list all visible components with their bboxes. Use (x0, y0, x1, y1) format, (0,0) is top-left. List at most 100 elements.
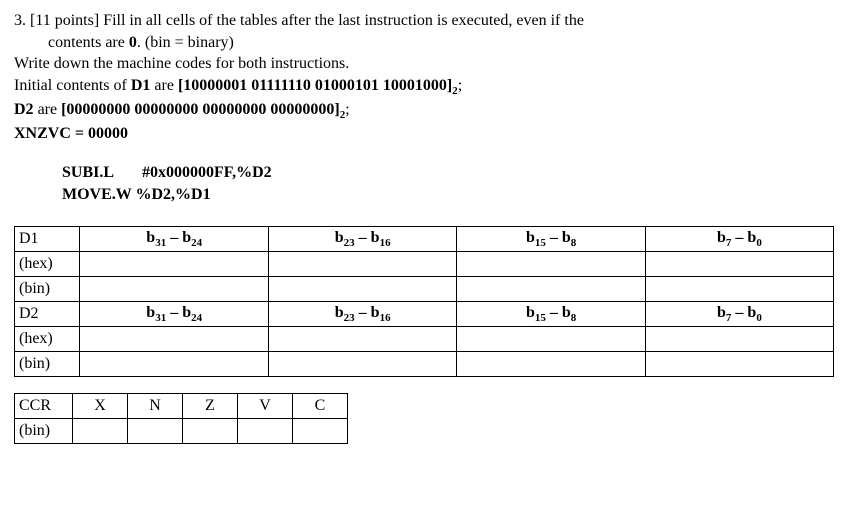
h-m4: – b (731, 229, 756, 246)
h2-s2b: 16 (380, 312, 391, 324)
semicolon-2: ; (345, 101, 349, 118)
col-header-2: b23 – b16 (268, 226, 456, 251)
h2-b4: b (717, 304, 726, 321)
question-line-5: XNZVC = 00000 (14, 123, 845, 145)
d1-bin-4 (645, 276, 833, 301)
register-table: D1 b31 – b24 b23 – b16 b15 – b8 b7 – b0 … (14, 226, 834, 377)
h2-b1: b (146, 304, 155, 321)
d1-row-label: D1 (15, 226, 80, 251)
d2-hex-4 (645, 326, 833, 351)
d1-hex-label: (hex) (15, 251, 80, 276)
instruction-block: SUBI.L#0x000000FF,%D2 MOVE.W %D2,%D1 (14, 162, 845, 205)
instr1-args: #0x000000FF,%D2 (142, 164, 272, 181)
ccr-v-val (238, 418, 293, 443)
d1-bin-2 (268, 276, 456, 301)
h-m1: – b (166, 229, 191, 246)
col-header-4b: b7 – b0 (645, 301, 833, 326)
d2-hex-3 (457, 326, 645, 351)
h-m3: – b (546, 229, 571, 246)
zero-bold: 0 (129, 34, 137, 51)
h2-s1b: 24 (191, 312, 202, 324)
question-line-4: D2 are [00000000 00000000 00000000 00000… (14, 99, 845, 123)
d2-bin-3 (457, 351, 645, 376)
h2-m3: – b (546, 304, 571, 321)
semicolon-1: ; (458, 77, 462, 94)
h2-s3a: 15 (535, 312, 546, 324)
h2-s4b: 0 (756, 312, 762, 324)
question-line-1b: contents are 0. (bin = binary) (14, 32, 845, 54)
h-s2b: 16 (380, 237, 391, 249)
h2-b3: b (526, 304, 535, 321)
d2-hex-2 (268, 326, 456, 351)
d2-bin-label: (bin) (15, 351, 80, 376)
h2-s3b: 8 (571, 312, 577, 324)
d1-bin-3 (457, 276, 645, 301)
instr2-text: MOVE.W %D2,%D1 (62, 186, 211, 203)
question-text-1c: . (bin = binary) (137, 34, 234, 51)
ccr-x-val (73, 418, 128, 443)
ccr-label: CCR (15, 393, 73, 418)
table-row: (bin) (15, 351, 834, 376)
h-b3: b (526, 229, 535, 246)
question-line-3: Initial contents of D1 are [10000001 011… (14, 75, 845, 99)
d2-bin-1 (80, 351, 268, 376)
d1-bin-1 (80, 276, 268, 301)
table-row: (bin) (15, 276, 834, 301)
col-header-2b: b23 – b16 (268, 301, 456, 326)
question-text-2: Write down the machine codes for both in… (14, 55, 349, 72)
col-header-3b: b15 – b8 (457, 301, 645, 326)
d2-hex-label: (hex) (15, 326, 80, 351)
d1-hex-2 (268, 251, 456, 276)
table-row: (hex) (15, 326, 834, 351)
h-s3b: 8 (571, 237, 577, 249)
ccr-table: CCR X N Z V C (bin) (14, 393, 348, 444)
question-text-1b: contents are (48, 34, 129, 51)
ccr-bin-label: (bin) (15, 418, 73, 443)
h2-b2: b (335, 304, 344, 321)
question-number: 3. (14, 12, 26, 29)
h2-m2: – b (355, 304, 380, 321)
h-s1b: 24 (191, 237, 202, 249)
instruction-1: SUBI.L#0x000000FF,%D2 (62, 162, 845, 184)
h-b2: b (335, 229, 344, 246)
d2-bin-4 (645, 351, 833, 376)
ccr-n: N (128, 393, 183, 418)
d2-row-label: D2 (15, 301, 80, 326)
ccr-z: Z (183, 393, 238, 418)
col-header-3: b15 – b8 (457, 226, 645, 251)
table-row: CCR X N Z V C (15, 393, 348, 418)
d1-hex-3 (457, 251, 645, 276)
question-points: [11 points] (30, 12, 99, 29)
ccr-x: X (73, 393, 128, 418)
h-s1a: 31 (155, 237, 166, 249)
ccr-c-val (293, 418, 348, 443)
h2-m4: – b (731, 304, 756, 321)
h-b4: b (717, 229, 726, 246)
d2-label: D2 (14, 101, 34, 118)
xnzvc-line: XNZVC = 00000 (14, 125, 128, 142)
col-header-4: b7 – b0 (645, 226, 833, 251)
table-row: D2 b31 – b24 b23 – b16 b15 – b8 b7 – b0 (15, 301, 834, 326)
h-s2a: 23 (344, 237, 355, 249)
h2-s2a: 23 (344, 312, 355, 324)
h2-s1a: 31 (155, 312, 166, 324)
table-row: (bin) (15, 418, 348, 443)
col-header-1b: b31 – b24 (80, 301, 268, 326)
h-s4b: 0 (756, 237, 762, 249)
ccr-v: V (238, 393, 293, 418)
d1-hex-1 (80, 251, 268, 276)
question-line-1: 3. [11 points] Fill in all cells of the … (14, 10, 845, 32)
d2-bits: [00000000 00000000 00000000 00000000] (61, 101, 340, 118)
d2-bin-2 (268, 351, 456, 376)
d1-hex-4 (645, 251, 833, 276)
h-s3a: 15 (535, 237, 546, 249)
d2-hex-1 (80, 326, 268, 351)
table-row: D1 b31 – b24 b23 – b16 b15 – b8 b7 – b0 (15, 226, 834, 251)
col-header-1: b31 – b24 (80, 226, 268, 251)
d1-bits: [10000001 01111110 01000101 10001000] (178, 77, 452, 94)
instruction-2: MOVE.W %D2,%D1 (62, 184, 845, 206)
text-are-2: are (34, 101, 62, 118)
question-text-1a: Fill in all cells of the tables after th… (99, 12, 584, 29)
table-row: (hex) (15, 251, 834, 276)
h-b1: b (146, 229, 155, 246)
